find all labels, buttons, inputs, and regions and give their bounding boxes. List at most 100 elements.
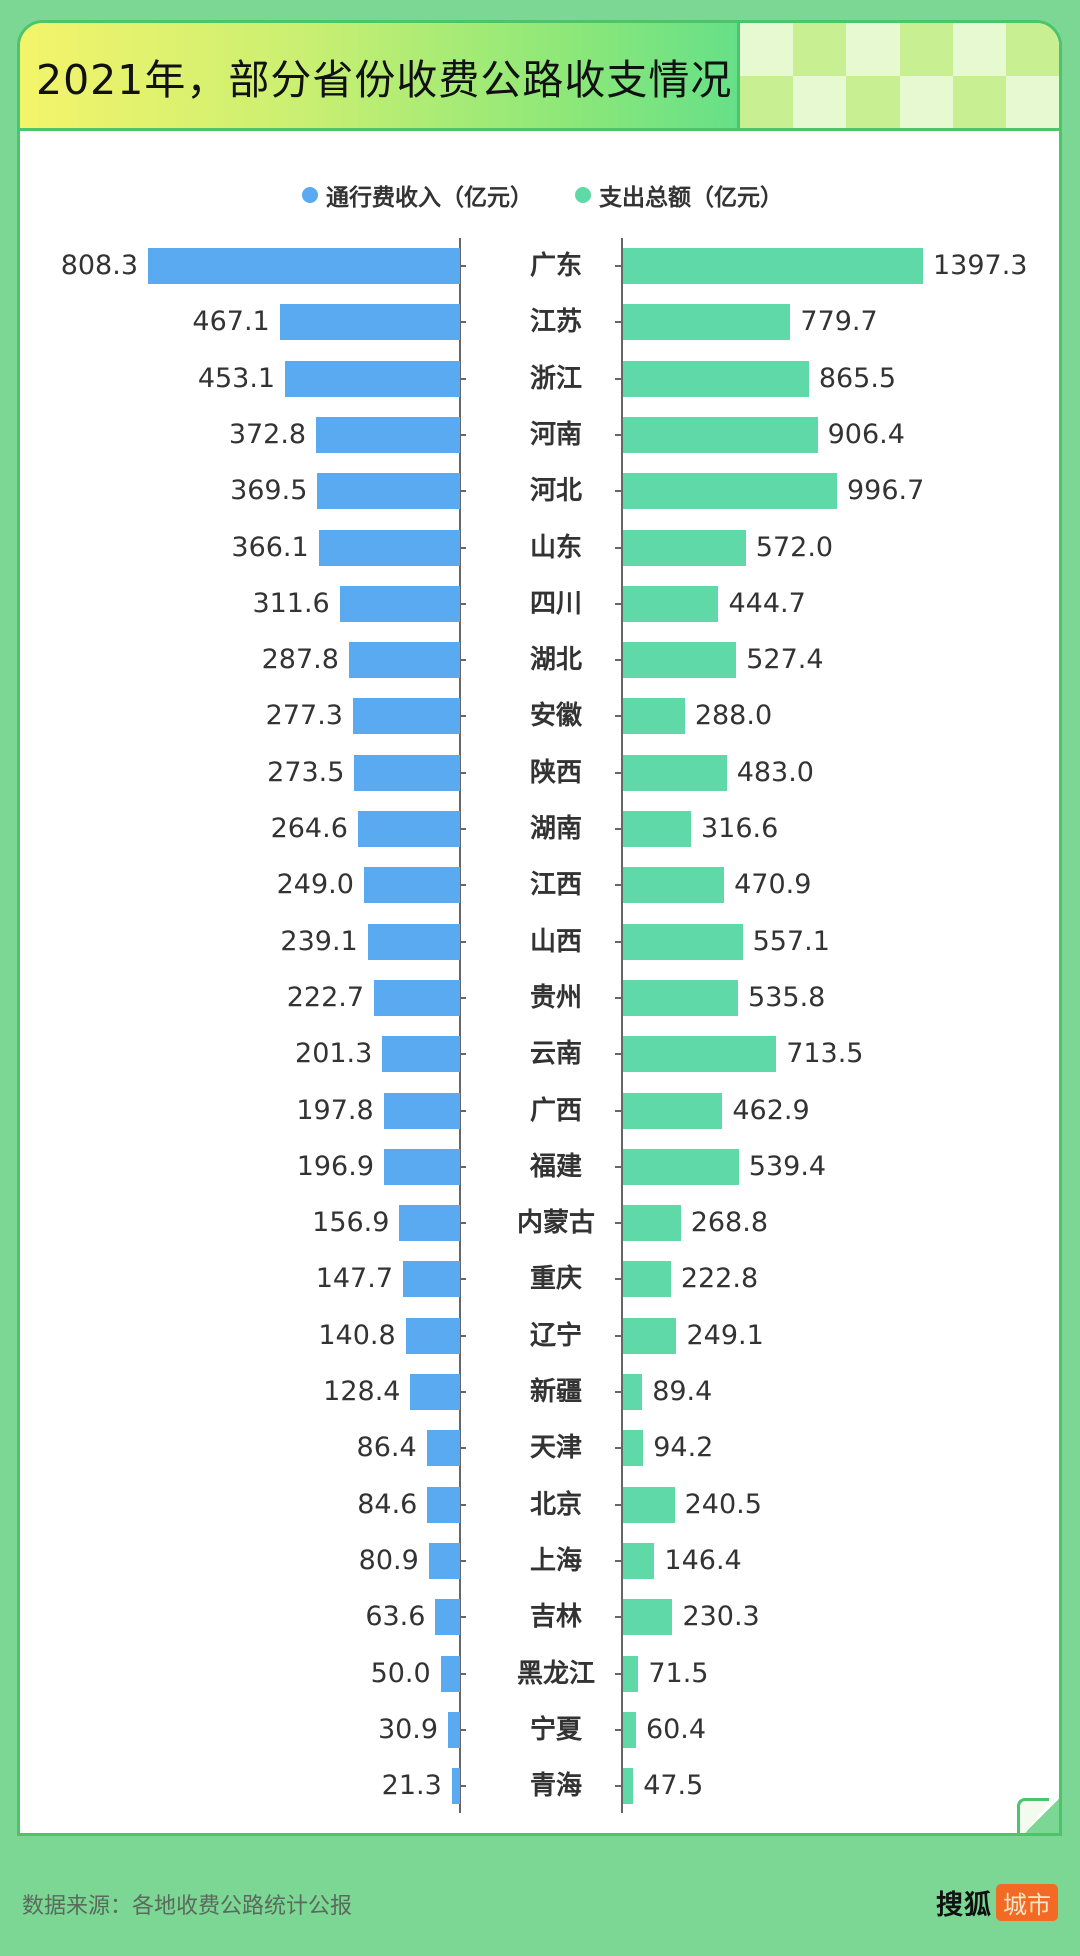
- axis-tick: [615, 1165, 621, 1168]
- axis-tick: [615, 602, 621, 605]
- expense-value: 470.9: [734, 869, 812, 901]
- income-bar: [405, 1317, 460, 1354]
- expense-bar: [623, 923, 743, 960]
- axis-tick: [460, 1672, 466, 1675]
- expense-bar: [623, 867, 725, 904]
- axis-tick: [615, 1616, 621, 1619]
- axis-tick: [460, 1391, 466, 1393]
- axis-tick: [460, 1053, 466, 1056]
- expense-value: 527.4: [746, 644, 824, 676]
- province-label: 山西: [529, 926, 582, 957]
- axis-tick: [460, 884, 466, 887]
- income-value: 197.8: [296, 1094, 374, 1126]
- expense-bar: [623, 1599, 673, 1636]
- province-label: 云南: [529, 1039, 582, 1070]
- expense-bar: [623, 1486, 675, 1523]
- income-value: 147.7: [315, 1263, 393, 1295]
- expense-value: 288.0: [694, 700, 773, 732]
- legend-dot-icon: [302, 187, 318, 203]
- chart-row: 156.9 内蒙古 268.8: [20, 1205, 1059, 1242]
- checker-decoration: [740, 23, 1059, 128]
- expense-bar: [623, 1374, 643, 1410]
- province-label: 青海: [529, 1771, 582, 1802]
- axis-tick: [615, 1503, 621, 1506]
- chart-card: 2021年，部分省份收费公路收支情况 通行费收入（亿元） 支出总额（亿元） 80…: [17, 20, 1062, 1836]
- axis-tick: [460, 1165, 466, 1168]
- chart-row: 369.5 河北 996.7: [20, 473, 1059, 510]
- left-axis: [459, 238, 461, 1813]
- axis-tick: [460, 1109, 466, 1112]
- income-value: 808.3: [60, 250, 138, 281]
- expense-value: 146.4: [664, 1544, 742, 1576]
- expense-value: 71.5: [648, 1657, 709, 1689]
- expense-value: 996.7: [846, 475, 925, 507]
- expense-value: 316.6: [700, 813, 779, 844]
- axis-tick: [615, 321, 621, 324]
- axis-tick: [615, 1447, 621, 1450]
- province-label: 贵州: [529, 982, 582, 1013]
- chart-row: 21.3 青海 47.5: [20, 1768, 1059, 1805]
- axis-tick: [615, 1278, 621, 1281]
- chart-row: 273.5 陕西 483.0: [20, 754, 1059, 791]
- axis-tick: [615, 1785, 621, 1788]
- income-value: 369.5: [230, 475, 308, 507]
- income-value: 239.1: [280, 925, 358, 957]
- chart-row: 287.8 湖北 527.4: [20, 642, 1059, 679]
- income-bar: [339, 585, 460, 622]
- province-label: 山东: [529, 532, 582, 563]
- expense-value: 249.1: [686, 1319, 764, 1351]
- income-value: 277.3: [265, 700, 343, 732]
- income-value: 50.0: [370, 1657, 431, 1689]
- province-label: 福建: [529, 1151, 582, 1182]
- province-label: 陕西: [529, 757, 582, 788]
- axis-tick: [615, 1109, 621, 1112]
- axis-tick: [460, 996, 466, 999]
- income-value: 140.8: [318, 1319, 396, 1351]
- province-label: 广东: [529, 251, 582, 281]
- income-bar: [318, 529, 460, 566]
- income-bar: [402, 1261, 460, 1298]
- axis-tick: [615, 1053, 621, 1056]
- axis-tick: [615, 771, 621, 774]
- axis-tick: [460, 1334, 466, 1337]
- axis-tick: [460, 377, 466, 380]
- expense-value: 94.2: [653, 1432, 714, 1464]
- province-label: 上海: [529, 1545, 582, 1576]
- income-value: 21.3: [381, 1770, 442, 1802]
- expense-value: 713.5: [786, 1038, 864, 1070]
- axis-tick: [460, 1503, 466, 1506]
- expense-value: 535.8: [748, 981, 826, 1013]
- expense-value: 230.3: [682, 1601, 760, 1633]
- axis-tick: [460, 1728, 466, 1731]
- chart-row: 197.8 广西 462.9: [20, 1092, 1059, 1129]
- chart-row: 366.1 山东 572.0: [20, 529, 1059, 566]
- expense-bar: [623, 304, 791, 341]
- province-label: 江苏: [529, 307, 582, 338]
- chart-row: 239.1 山西 557.1: [20, 923, 1059, 960]
- income-value: 366.1: [231, 531, 309, 563]
- legend-label: 通行费收入（亿元）: [326, 185, 533, 211]
- income-value: 86.4: [356, 1432, 417, 1464]
- axis-tick: [460, 659, 466, 662]
- sohu-city-logo: 搜狐 城市: [936, 1883, 1058, 1922]
- income-value: 156.9: [312, 1207, 390, 1239]
- expense-bar: [623, 1205, 681, 1242]
- income-bar: [374, 979, 460, 1016]
- province-label: 新疆: [529, 1377, 582, 1407]
- chart-row: 147.7 重庆 222.8: [20, 1261, 1059, 1298]
- expense-bar: [623, 1768, 634, 1805]
- axis-tick: [460, 1447, 466, 1450]
- chart-row: 63.6 吉林 230.3: [20, 1599, 1059, 1636]
- chart-row: 50.0 黑龙江 71.5: [20, 1655, 1059, 1692]
- axis-tick: [460, 715, 466, 718]
- expense-value: 89.4: [652, 1376, 713, 1407]
- chart-row: 249.0 江西 470.9: [20, 867, 1059, 904]
- expense-bar: [623, 979, 739, 1016]
- province-label: 内蒙古: [516, 1208, 595, 1239]
- axis-tick: [460, 1278, 466, 1281]
- income-bar: [317, 473, 460, 510]
- expense-bar: [623, 1711, 636, 1748]
- chart-row: 84.6 北京 240.5: [20, 1486, 1059, 1523]
- legend-item-expense: 支出总额（亿元）: [575, 178, 783, 212]
- expense-value: 222.8: [680, 1263, 759, 1295]
